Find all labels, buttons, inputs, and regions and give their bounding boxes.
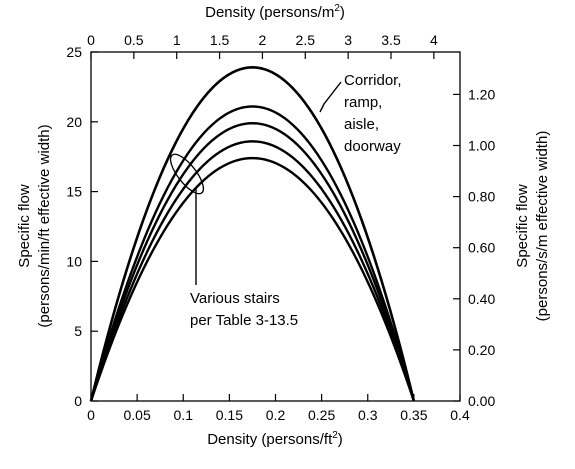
series-curve-2 <box>89 105 416 402</box>
x-tick-top-label: 0 <box>87 32 95 48</box>
x-tick-bottom-label: 0.05 <box>124 407 151 423</box>
x-tick-bottom-label: 0.1 <box>174 407 194 423</box>
x-axis-title-top: Density (persons/m2) <box>205 3 345 21</box>
x-tick-bottom-label: 0.4 <box>450 407 470 423</box>
y-tick-left-label: 10 <box>66 253 82 269</box>
x-tick-top-label: 1 <box>173 32 181 48</box>
y-tick-right-label: 0.80 <box>468 189 495 205</box>
y-tick-right-label: 1.20 <box>468 86 495 102</box>
x-tick-bottom-label: 0.35 <box>400 407 427 423</box>
series-curves <box>89 66 416 402</box>
y-ticks-right: 0.00 0.20 0.40 0.60 0.80 1.00 1.20 <box>453 86 495 409</box>
series-curve-4 <box>89 140 416 402</box>
y-tick-left-label: 25 <box>66 44 82 60</box>
y-tick-left-label: 5 <box>74 323 82 339</box>
corridor-leader-line <box>319 81 342 113</box>
x-tick-top-label: 4 <box>430 32 438 48</box>
series-curve-5 <box>89 156 416 402</box>
corridor-label-line3: aisle, <box>344 116 379 133</box>
y-tick-right-label: 0.00 <box>468 393 495 409</box>
y-tick-left-label: 15 <box>66 184 82 200</box>
x-tick-top-label: 1.5 <box>210 32 230 48</box>
x-tick-bottom-label: 0.25 <box>308 407 335 423</box>
y-tick-right-label: 0.20 <box>468 342 495 358</box>
x-tick-top-label: 0.5 <box>124 32 144 48</box>
y-tick-left-label: 20 <box>66 114 82 130</box>
x-tick-top-label: 3.5 <box>381 32 401 48</box>
corridor-label-line1: Corridor, <box>344 72 402 89</box>
y-axis-title-left-line2: (persons/min/ft effective width) <box>36 124 53 327</box>
stairs-label-line2: per Table 3-13.5 <box>190 312 298 329</box>
corridor-label-line2: ramp, <box>344 94 382 111</box>
series-curve-1 <box>89 66 416 402</box>
y-ticks-left: 0 5 10 15 20 25 <box>66 44 98 409</box>
stairs-label-line1: Various stairs <box>190 290 280 307</box>
x-ticks-top: 0 0.5 1 1.5 2 2.5 3 3.5 4 <box>87 32 438 59</box>
x-ticks-bottom: 0 0.05 0.1 0.15 0.2 0.25 0.3 0.35 0.4 <box>87 394 470 423</box>
x-tick-bottom-label: 0.3 <box>358 407 378 423</box>
x-tick-top-label: 3 <box>344 32 352 48</box>
y-tick-right-label: 0.40 <box>468 291 495 307</box>
x-tick-bottom-label: 0 <box>87 407 95 423</box>
y-axis-title-right-line1: Specific flow <box>514 184 531 268</box>
x-tick-top-label: 2.5 <box>296 32 316 48</box>
stairs-group-ellipse <box>169 153 205 195</box>
y-tick-right-label: 1.00 <box>468 138 495 154</box>
y-axis-title-left-line1: Specific flow <box>16 184 33 268</box>
x-tick-bottom-label: 0.15 <box>216 407 243 423</box>
series-curve-3 <box>89 121 416 402</box>
corridor-label-line4: doorway <box>344 138 401 155</box>
plot-frame <box>90 51 461 402</box>
x-axis-title-bottom: Density (persons/ft2) <box>207 430 343 448</box>
x-tick-top-label: 2 <box>259 32 267 48</box>
x-tick-bottom-label: 0.2 <box>266 407 286 423</box>
y-tick-left-label: 0 <box>74 393 82 409</box>
y-tick-right-label: 0.60 <box>468 240 495 256</box>
y-axis-title-right-line2: (persons/s/m effective width) <box>534 131 551 322</box>
